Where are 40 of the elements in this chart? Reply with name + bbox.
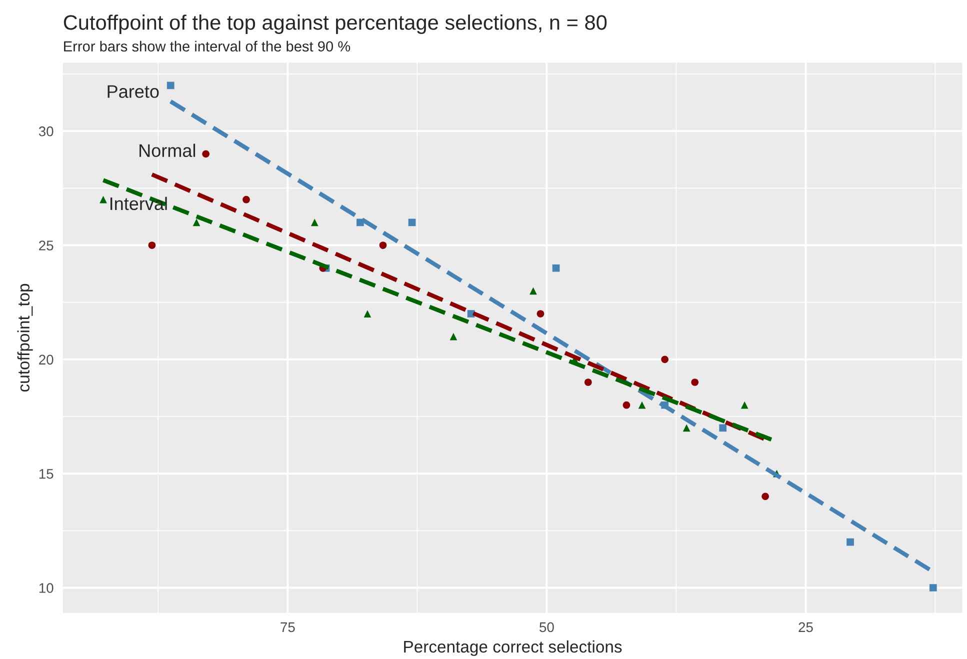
y-tick-label: 25 xyxy=(39,240,54,250)
x-tick-label: 25 xyxy=(798,622,813,632)
point xyxy=(929,584,937,592)
point xyxy=(364,310,372,318)
point xyxy=(530,287,537,295)
point xyxy=(450,332,458,340)
point xyxy=(192,218,200,226)
point xyxy=(661,356,668,364)
y-axis-title: cutoffpoint_top xyxy=(17,284,33,392)
chart-title: Cutoffpoint of the top against percentage selections, n = 80 xyxy=(64,14,607,34)
y-tick-label: 15 xyxy=(39,469,54,479)
x-tick-label: 75 xyxy=(280,622,295,632)
point xyxy=(202,150,210,158)
y-tick-label: 20 xyxy=(39,354,54,365)
point xyxy=(622,401,630,409)
point xyxy=(408,218,416,226)
point xyxy=(846,538,854,546)
point xyxy=(242,196,250,204)
y-tick-label: 10 xyxy=(39,583,54,593)
point xyxy=(536,310,544,318)
chart-subtitle: Error bars show the interval of the best 90 % xyxy=(64,40,350,52)
x-tick-label: 50 xyxy=(540,622,554,632)
series-label: Normal xyxy=(140,144,196,158)
point xyxy=(166,82,174,90)
point xyxy=(584,378,592,386)
series-label: Pareto xyxy=(108,85,159,98)
point xyxy=(691,378,699,386)
point xyxy=(740,401,748,409)
point xyxy=(100,196,107,204)
x-axis-title: Percentage correct selections xyxy=(404,640,622,656)
y-tick-label: 30 xyxy=(38,126,54,136)
point xyxy=(379,242,387,249)
series-label: Interval xyxy=(110,196,167,210)
point xyxy=(310,218,318,226)
point xyxy=(638,401,646,409)
point xyxy=(762,492,769,500)
point xyxy=(682,424,690,432)
point xyxy=(148,242,156,249)
point xyxy=(552,264,560,272)
point xyxy=(719,424,727,432)
